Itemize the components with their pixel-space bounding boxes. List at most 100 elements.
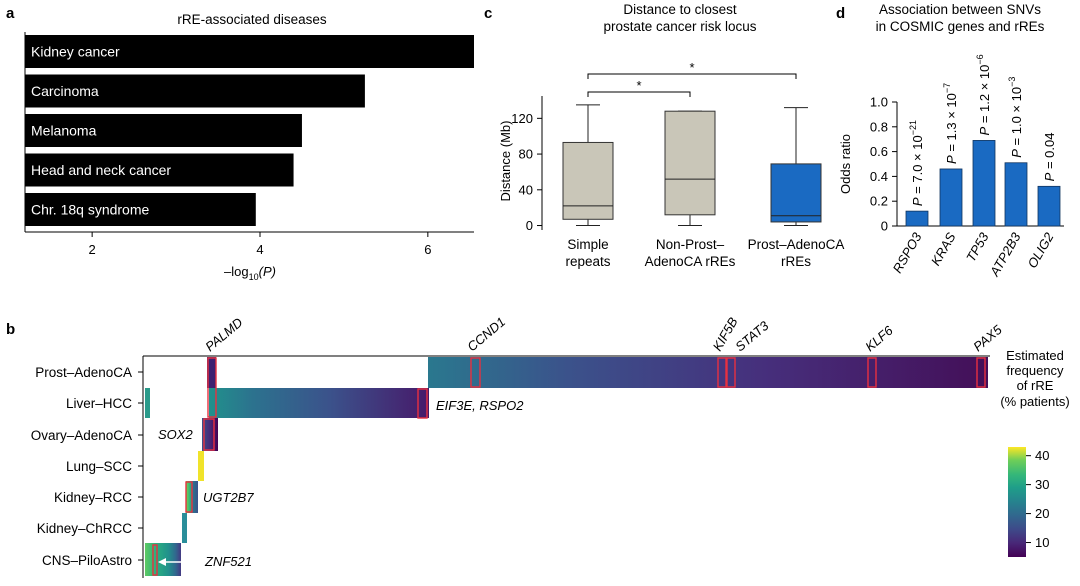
arrowhead-znf521	[158, 558, 166, 566]
colorbar-tick-label-2: 30	[1035, 477, 1049, 492]
panel-c-sig-bracket-1	[587, 73, 797, 79]
panel-d-y-tick-label-4: 0.8	[870, 119, 888, 134]
heatmap-block-prost-adenoca	[428, 357, 988, 388]
panel-d-pvalue-3: P = 1.0 × 10−3	[1007, 77, 1024, 158]
gene-label-klf6: KLF6	[862, 322, 896, 354]
panel-d-y-label: Odds ratio	[838, 134, 853, 194]
gene-label-ccnd1: CCND1	[464, 314, 508, 354]
panel-d-pvalue-4: P = 0.04	[1042, 133, 1057, 182]
panel-d-pvalue-1: P = 1.3 × 10−7	[942, 83, 959, 164]
panel-d-title-line1: Association between SNVs	[879, 2, 1041, 17]
panel-d-category-2: TP53	[963, 229, 992, 264]
panel-b-row-label-3: Lung–SCC	[66, 459, 132, 474]
gene-label-ugt2b7: UGT2B7	[203, 490, 254, 505]
panel-c-category-line1-0: Simple	[567, 237, 608, 252]
panel-c-sig-bracket-0	[587, 91, 691, 97]
panel-b-heatmap: Prost–AdenoCA Liver–HCC Ovary–AdenoCA Lung–…	[31, 314, 1070, 578]
highlight-box-stat3	[726, 357, 736, 388]
highlight-box-kif5b	[717, 357, 727, 388]
colorbar-tick-label-0: 10	[1035, 535, 1049, 550]
panel-a-bar-chart: rRE-associated diseases Kidney cancer Car…	[24, 12, 474, 282]
panel-a-x-label: –log10(P)	[224, 264, 276, 282]
highlight-box-palmd-top	[207, 357, 217, 418]
highlight-box-ugt2b7	[185, 481, 193, 513]
highlight-box-sox2	[203, 418, 215, 451]
panel-d-category-3: ATP2B3	[986, 229, 1024, 279]
panel-d-bar-chart: Association between SNVs in COSMIC genes…	[838, 2, 1064, 279]
heatmap-block-lung-scc	[198, 451, 204, 481]
gene-label-znf521: ZNF521	[204, 554, 252, 569]
panel-c-y-tick-label-3: 120	[511, 111, 533, 126]
panel-a-bar-4	[25, 193, 256, 226]
panel-a-bar-0	[25, 35, 474, 68]
heatmap-block-prost-palmd	[207, 357, 216, 388]
panel-c-y-tick-label-0: 0	[526, 218, 533, 233]
panel-d-bar-1	[939, 168, 963, 227]
panel-c-y-tick-label-1: 40	[519, 182, 533, 197]
panel-a-x-tick-label-0: 2	[89, 242, 96, 257]
colorbar-title-line4: (% patients)	[1000, 394, 1069, 409]
colorbar-tick-label-1: 20	[1035, 506, 1049, 521]
panel-c-sig-star-1: *	[689, 60, 694, 75]
gene-label-eif3e-rspo2: EIF3E, RSPO2	[436, 398, 524, 413]
highlight-box-znf521	[152, 544, 158, 576]
panel-c-category-line1-1: Non-Prost–	[656, 237, 725, 252]
panel-d-y-tick-label-2: 0.4	[870, 169, 888, 184]
panel-c-category-line2-1: AdenoCA rREs	[645, 254, 736, 269]
colorbar	[1008, 447, 1026, 557]
panel-c-y-tick-label-2: 80	[519, 147, 533, 162]
panel-a-bar-2	[25, 114, 302, 147]
panel-c-category-line2-2: rREs	[781, 254, 811, 269]
panel-a-bar-1	[25, 74, 365, 108]
panel-d-y-tick-label-1: 0.2	[870, 194, 888, 209]
panel-c-category-line1-2: Prost–AdenoCA	[748, 237, 845, 252]
heatmap-block-liver-hcc	[209, 388, 429, 418]
highlight-box-eif3e-rspo2	[417, 388, 428, 419]
colorbar-title-line3: of rRE	[1017, 378, 1054, 393]
panel-d-bar-3	[1004, 162, 1028, 227]
colorbar-title-line2: frequency	[1006, 363, 1064, 378]
panel-a-bar-label-0: Kidney cancer	[31, 44, 120, 60]
panel-label-b: b	[6, 321, 15, 338]
panel-d-category-0: RSPO3	[890, 229, 925, 275]
panel-a-bar-label-3: Head and neck cancer	[31, 162, 171, 178]
panel-c-title-line2: prostate cancer risk locus	[603, 19, 756, 34]
gene-label-palmd: PALMD	[202, 315, 245, 355]
panel-b-row-label-0: Prost–AdenoCA	[35, 365, 132, 380]
panel-a-bar-label-2: Melanoma	[31, 123, 97, 139]
panel-d-bar-0	[905, 210, 929, 227]
panel-a-x-tick-label-1: 4	[256, 242, 263, 257]
heatmap-block-liver-left	[145, 388, 150, 418]
panel-a-bar-label-1: Carcinoma	[31, 83, 99, 99]
panel-d-category-1: KRAS	[928, 230, 959, 268]
colorbar-tick-label-3: 40	[1035, 448, 1049, 463]
heatmap-block-kidney-chrcc	[182, 513, 187, 543]
panel-a-x-tick-label-2: 6	[424, 242, 431, 257]
panel-a-title: rRE-associated diseases	[177, 12, 327, 27]
panel-label-d: d	[836, 5, 845, 22]
panel-c-box-0	[562, 141, 614, 220]
panel-d-category-4: OLIG2	[1024, 229, 1057, 270]
panel-c-box-plot: Distance to closest prostate cancer risk…	[498, 2, 844, 269]
panel-c-y-label: Distance (Mb)	[498, 121, 513, 202]
panel-d-title-line2: in COSMIC genes and rREs	[876, 19, 1045, 34]
panel-d-pvalue-2: P = 1.2 × 10−6	[975, 54, 992, 135]
panel-d-y-tick-label-3: 0.6	[870, 144, 888, 159]
panel-a-bar-label-4: Chr. 18q syndrome	[31, 202, 149, 218]
panel-c-sig-star-0: *	[636, 78, 641, 93]
panel-d-y-tick-label-5: 1.0	[870, 95, 888, 110]
gene-label-sox2: SOX2	[158, 427, 193, 442]
panel-b-row-label-6: CNS–PiloAstro	[42, 553, 132, 568]
highlight-box-ccnd1	[470, 357, 481, 388]
panel-d-y-tick-label-0: 0	[881, 219, 888, 234]
panel-b-row-label-1: Liver–HCC	[66, 396, 132, 411]
panel-c-category-line2-0: repeats	[565, 254, 610, 269]
panel-b-row-label-2: Ovary–AdenoCA	[31, 428, 132, 443]
panel-label-c: c	[484, 5, 492, 22]
panel-d-bar-2	[972, 140, 996, 227]
panel-c-box-1	[664, 110, 716, 216]
panel-c-box-2	[770, 163, 822, 223]
colorbar-title-line1: Estimated	[1006, 348, 1064, 363]
panel-d-bar-4	[1037, 185, 1061, 227]
